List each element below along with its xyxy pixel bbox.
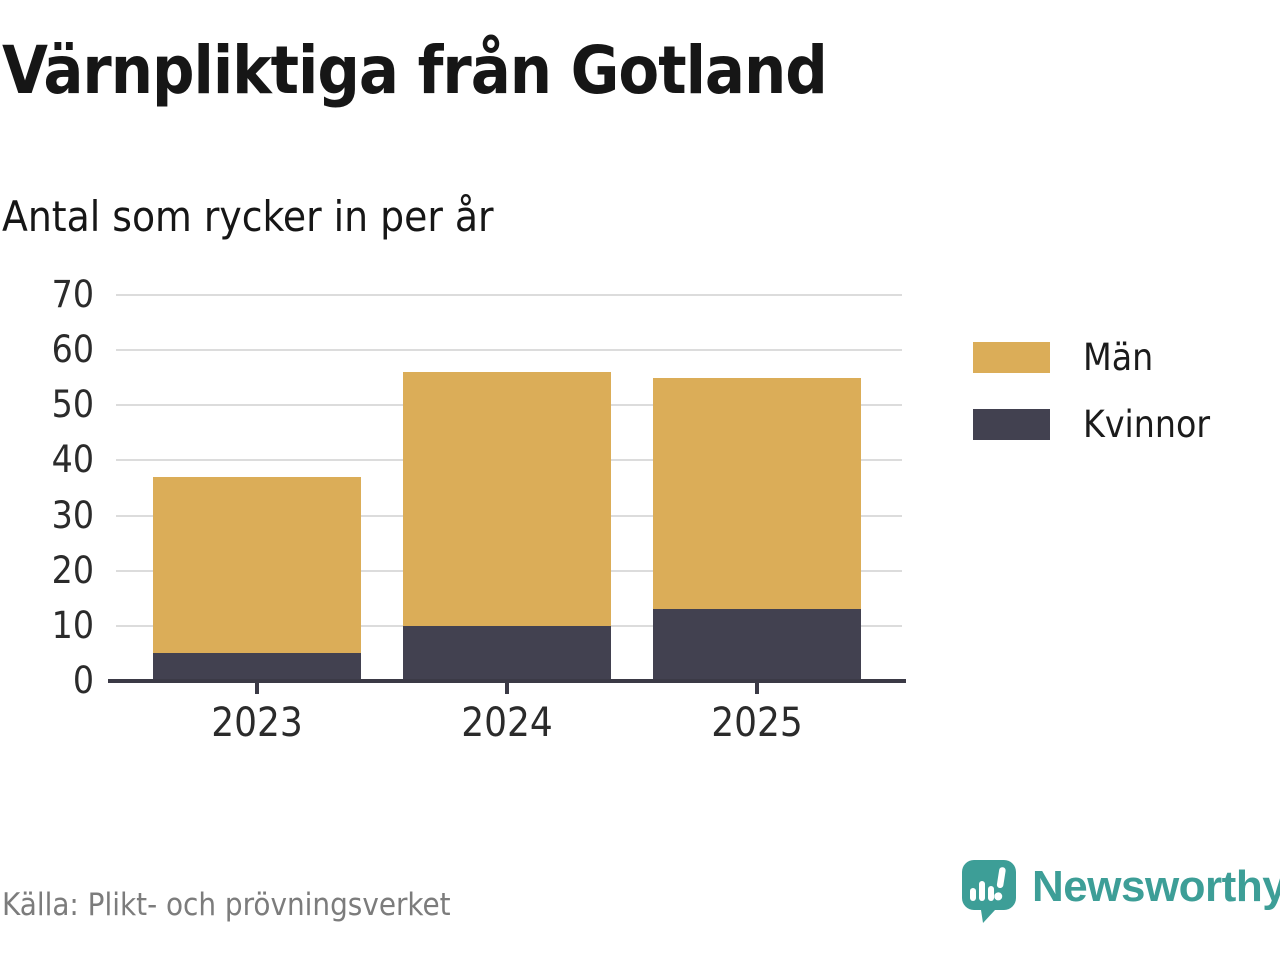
x-axis-line [108,679,906,683]
y-axis: 0 10 20 30 40 50 60 70 [0,275,94,701]
bar-segment-män-2025 [653,377,861,610]
newsworthy-logo-icon [962,860,1016,923]
x-tick-2023 [255,683,259,694]
bar-segment-kvinnor-2025 [653,609,861,681]
x-tick-2025 [755,683,759,694]
y-tick-label-30: 30 [51,493,94,537]
legend-label-kvinnor: Kvinnor [1083,403,1211,446]
legend-label-män: Män [1083,336,1154,379]
y-tick-label-0: 0 [72,659,94,702]
bar-segment-män-2024 [403,372,611,626]
source-text: Källa: Plikt- och prövningsverket [2,887,451,923]
legend-item-kvinnor: Kvinnor [973,403,1210,446]
y-tick-label-70: 70 [51,273,94,316]
x-axis: 2023 2024 2025 [112,700,902,750]
gridline-60 [116,349,902,352]
bar-segment-män-2023 [153,476,361,654]
newsworthy-logo: Newsworthy [962,860,1280,924]
y-tick-label-60: 60 [51,328,94,372]
y-tick-label-40: 40 [51,438,94,482]
gridline-70 [116,294,902,296]
legend: Män Kvinnor [973,336,1210,446]
plot-area [108,294,906,694]
x-tick-label-2025: 2025 [711,700,803,746]
chart-subtitle: Antal som rycker in per år [2,192,494,241]
bar-segment-kvinnor-2023 [153,653,361,681]
legend-item-män: Män [973,336,1210,379]
legend-swatch-kvinnor [973,409,1050,440]
y-tick-label-50: 50 [51,383,94,427]
newsworthy-wordmark: Newsworthy [1032,862,1280,911]
y-tick-label-10: 10 [51,603,94,647]
bar-segment-kvinnor-2024 [403,625,611,681]
x-tick-2024 [505,683,509,694]
chart-title: Värnpliktiga från Gotland [2,32,828,109]
x-tick-label-2023: 2023 [211,700,303,746]
x-tick-label-2024: 2024 [461,700,553,746]
y-tick-label-20: 20 [51,548,94,592]
legend-swatch-män [973,342,1050,373]
